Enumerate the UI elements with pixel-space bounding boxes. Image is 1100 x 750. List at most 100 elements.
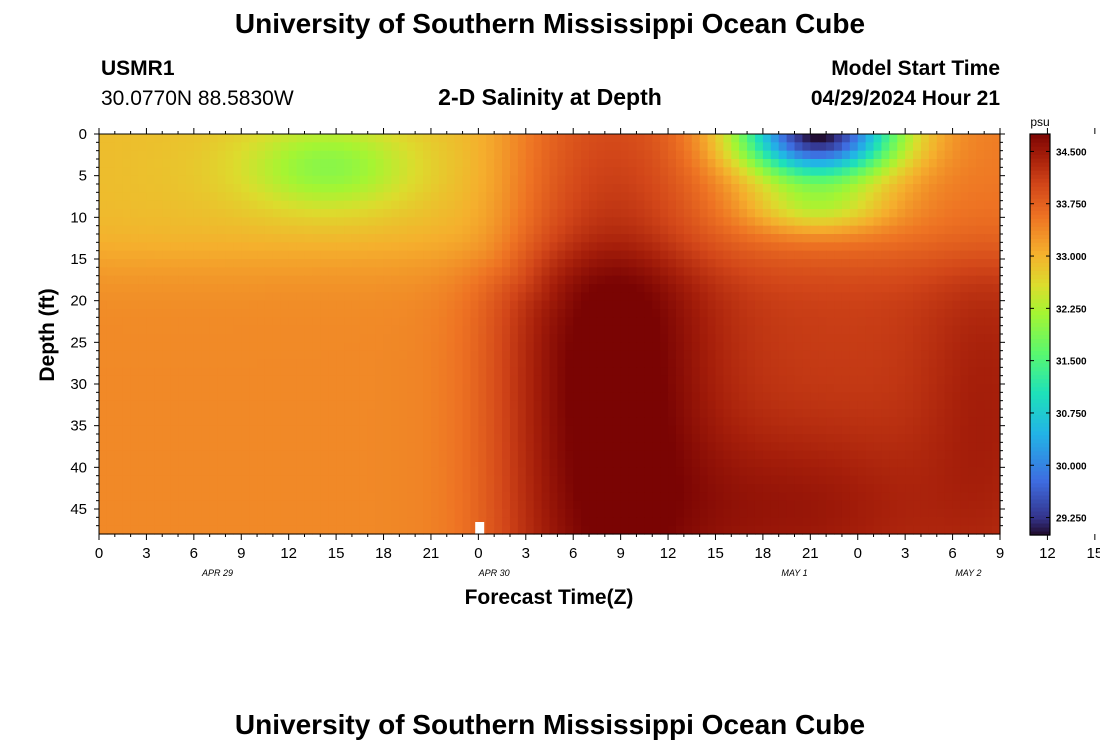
heatmap-cell	[794, 475, 804, 485]
heatmap-cell	[549, 175, 558, 185]
heatmap-cell	[296, 400, 306, 410]
heatmap-cell	[913, 234, 922, 243]
heatmap-cell	[288, 217, 298, 227]
heatmap-cell	[233, 267, 242, 277]
heatmap-cell	[178, 384, 187, 393]
heatmap-cell	[114, 225, 124, 235]
heatmap-cell	[502, 359, 511, 368]
heatmap-cell	[391, 309, 400, 318]
heatmap-cell	[557, 317, 566, 327]
heatmap-cell	[170, 334, 179, 343]
heatmap-cell	[375, 267, 385, 277]
heatmap-cell	[928, 134, 938, 143]
heatmap-cell	[502, 267, 511, 277]
heatmap-cell	[391, 175, 400, 185]
heatmap-cell	[683, 325, 693, 335]
heatmap-cell	[304, 209, 313, 218]
heatmap-cell	[304, 184, 313, 193]
heatmap-cell	[541, 317, 551, 327]
heatmap-cell	[328, 367, 337, 377]
heatmap-cell	[913, 342, 922, 352]
heatmap-cell	[636, 150, 645, 160]
heatmap-cell	[114, 309, 124, 318]
heatmap-cell	[478, 484, 487, 493]
heatmap-cell	[976, 342, 985, 352]
heatmap-cell	[920, 459, 930, 468]
heatmap-cell	[502, 142, 511, 152]
heatmap-cell	[881, 300, 890, 310]
heatmap-cell	[826, 267, 835, 277]
heatmap-cell	[478, 367, 487, 377]
heatmap-cell	[668, 400, 677, 410]
heatmap-cell	[106, 417, 116, 427]
heatmap-cell	[225, 450, 234, 460]
heatmap-cell	[525, 167, 535, 177]
heatmap-cell	[209, 442, 219, 452]
heatmap-cell	[217, 134, 227, 143]
heatmap-cell	[849, 334, 859, 343]
heatmap-cell	[509, 267, 519, 277]
heatmap-cell	[162, 334, 171, 343]
heatmap-cell	[928, 184, 938, 193]
heatmap-cell	[928, 159, 938, 168]
heatmap-cell	[138, 359, 148, 368]
heatmap-cell	[691, 292, 701, 302]
heatmap-cell	[992, 250, 1001, 260]
heatmap-cell	[952, 417, 962, 427]
heatmap-cell	[596, 259, 606, 268]
heatmap-cell	[146, 234, 155, 243]
heatmap-cell	[699, 175, 709, 185]
heatmap-cell	[675, 267, 685, 277]
heatmap-cell	[747, 392, 756, 402]
heatmap-cell	[351, 375, 361, 385]
heatmap-cell	[786, 459, 796, 468]
heatmap-cell	[312, 409, 321, 418]
heatmap-cell	[920, 325, 930, 335]
heatmap-cell	[581, 400, 590, 410]
heatmap-cell	[209, 192, 219, 202]
heatmap-cell	[470, 492, 479, 502]
heatmap-cell	[897, 475, 906, 485]
heatmap-cell	[138, 250, 148, 260]
heatmap-cell	[225, 225, 234, 235]
heatmap-cell	[668, 184, 677, 193]
heatmap-cell	[668, 325, 677, 335]
heatmap-cell	[383, 259, 393, 268]
heatmap-cell	[486, 475, 495, 485]
heatmap-cell	[178, 367, 187, 377]
heatmap-cell	[675, 375, 685, 385]
heatmap-cell	[589, 209, 598, 218]
heatmap-cell	[336, 167, 345, 177]
heatmap-cell	[984, 259, 993, 268]
heatmap-cell	[233, 192, 242, 202]
heatmap-cell	[668, 275, 677, 285]
heatmap-cell	[154, 209, 163, 218]
heatmap-cell	[375, 367, 385, 377]
heatmap-cell	[889, 184, 898, 193]
heatmap-cell	[612, 367, 622, 377]
heatmap-cell	[589, 167, 598, 177]
heatmap-cell	[201, 234, 211, 243]
heatmap-cell	[375, 134, 385, 143]
heatmap-cell	[312, 150, 321, 160]
heatmap-cell	[731, 150, 740, 160]
heatmap-cell	[723, 392, 732, 402]
heatmap-cell	[264, 175, 274, 185]
heatmap-cell	[731, 209, 740, 218]
heatmap-cell	[913, 259, 922, 268]
heatmap-cell	[747, 150, 756, 160]
heatmap-cell	[762, 392, 772, 402]
heatmap-cell	[913, 200, 922, 210]
heatmap-cell	[723, 209, 732, 218]
heatmap-cell	[446, 492, 456, 502]
heatmap-cell	[375, 325, 385, 335]
heatmap-cell	[130, 200, 140, 210]
heatmap-cell	[849, 300, 859, 310]
heatmap-cell	[130, 259, 140, 268]
heatmap-cell	[960, 467, 969, 477]
heatmap-cell	[636, 325, 645, 335]
heatmap-cell	[178, 292, 187, 302]
heatmap-cell	[391, 200, 400, 210]
heatmap-cell	[612, 242, 622, 252]
heatmap-cell	[225, 292, 234, 302]
